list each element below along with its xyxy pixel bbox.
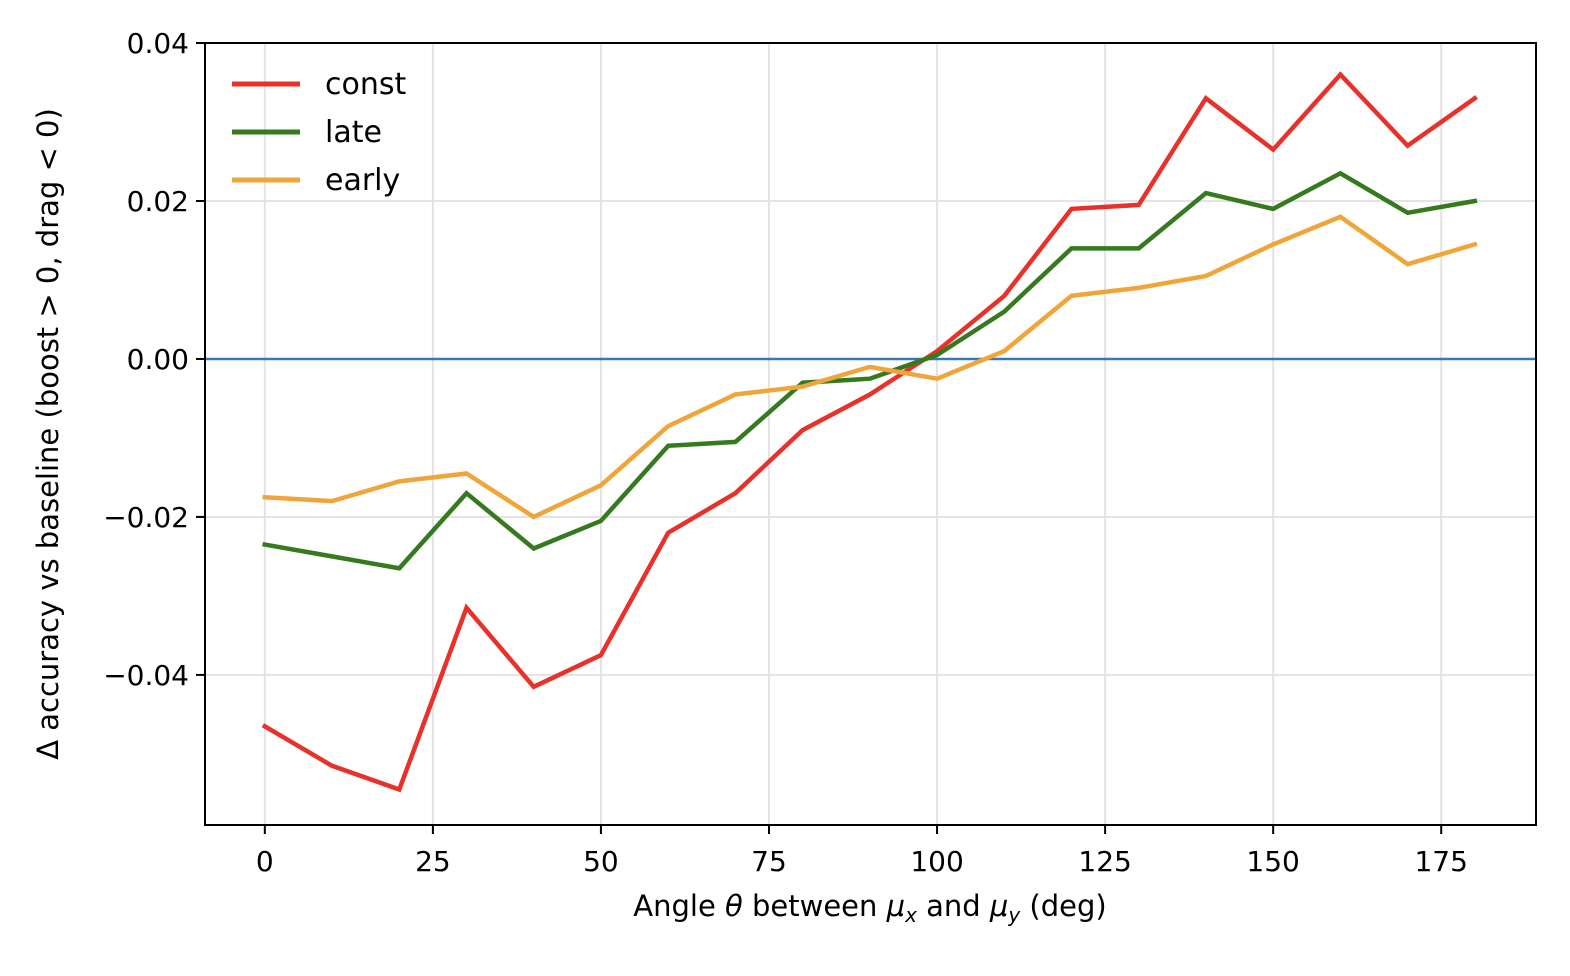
y-tick-label: 0.02 (127, 185, 189, 218)
y-tick-label: 0.04 (127, 27, 189, 60)
legend-label-const: const (325, 67, 406, 102)
x-tick-label: 125 (1078, 845, 1131, 878)
legend-label-early: early (325, 163, 400, 198)
y-tick-label: 0.00 (127, 343, 189, 376)
x-tick-label: 150 (1246, 845, 1299, 878)
plot-frame (204, 42, 1537, 826)
x-tick-label: 50 (583, 845, 619, 878)
x-axis-label: Angle θ between μx and μy (deg) (633, 889, 1106, 927)
series-line-early (262, 214, 1478, 520)
y-tick-label: −0.02 (103, 501, 189, 534)
y-axis-label: Δ accuracy vs baseline (boost > 0, drag … (31, 108, 65, 760)
series-lines (261, 71, 1478, 793)
y-axis-ticks: −0.04 −0.02 0.00 0.02 0.04 (103, 27, 205, 692)
x-tick-label: 0 (256, 845, 274, 878)
y-tick-label: −0.04 (103, 659, 189, 692)
legend-label-late: late (325, 115, 382, 150)
x-tick-label: 100 (910, 845, 963, 878)
x-tick-label: 25 (415, 845, 451, 878)
x-tick-label: 75 (751, 845, 787, 878)
x-axis-ticks: 0 25 50 75 100 125 150 175 (256, 825, 1468, 878)
series-line-late (262, 170, 1478, 571)
x-tick-label: 175 (1414, 845, 1467, 878)
legend: const late early (232, 67, 406, 198)
series-line-const (261, 71, 1478, 793)
